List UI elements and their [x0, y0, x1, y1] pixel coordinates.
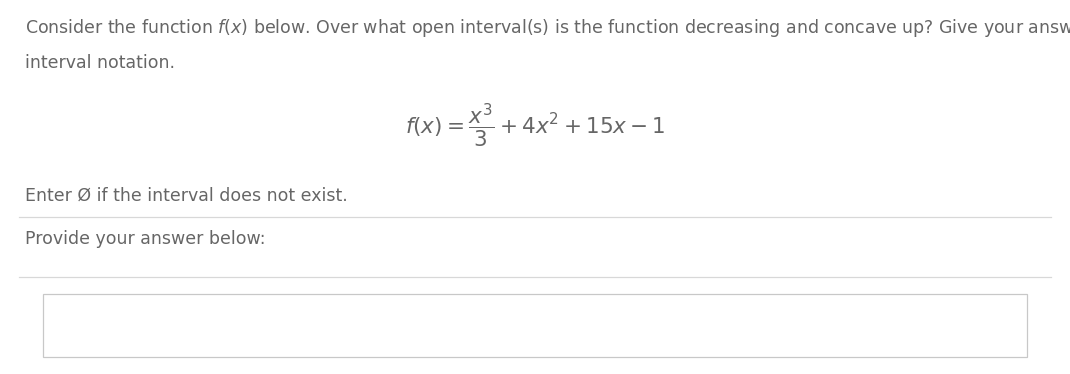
Text: interval notation.: interval notation. — [25, 54, 174, 72]
Text: Enter Ø if the interval does not exist.: Enter Ø if the interval does not exist. — [25, 187, 348, 205]
Text: Consider the function $f(x)$ below. Over what open interval(s) is the function d: Consider the function $f(x)$ below. Over… — [25, 17, 1070, 39]
Text: Provide your answer below:: Provide your answer below: — [25, 230, 265, 248]
Text: $f(x) = \dfrac{x^3}{3} + 4x^2 + 15x - 1$: $f(x) = \dfrac{x^3}{3} + 4x^2 + 15x - 1$ — [404, 101, 666, 149]
